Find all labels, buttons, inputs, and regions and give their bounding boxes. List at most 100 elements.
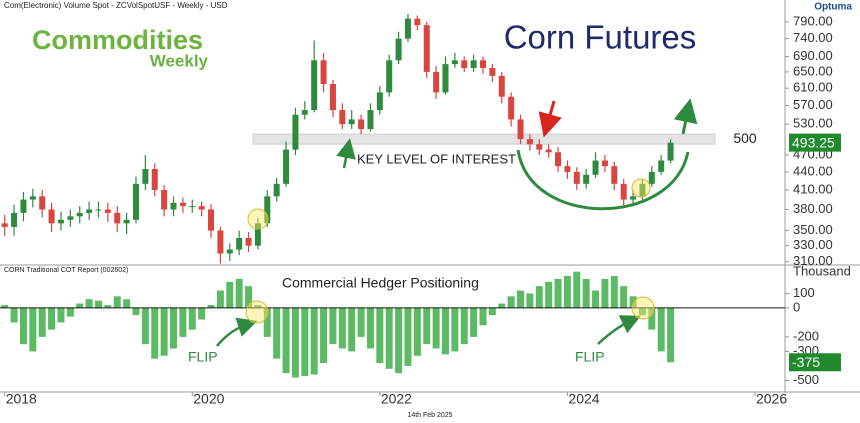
bar <box>404 307 412 366</box>
bar <box>338 307 346 349</box>
bar <box>104 305 112 308</box>
arrow <box>336 138 356 169</box>
candle-body <box>123 219 130 224</box>
bar <box>395 307 403 374</box>
candle-body <box>489 67 496 76</box>
last-value-label: 493.25 <box>792 134 835 150</box>
candle-body <box>433 71 440 93</box>
bar <box>385 307 393 369</box>
bar <box>432 307 440 349</box>
bar <box>413 307 421 356</box>
x-tick-label: 2022 <box>381 391 412 407</box>
bar <box>470 307 478 337</box>
y-tick-label: 0 <box>793 299 800 314</box>
bar <box>151 307 159 359</box>
bar <box>573 271 581 308</box>
candle-body <box>1 223 8 227</box>
candle-body <box>451 60 458 65</box>
candle-body <box>11 212 18 227</box>
bar <box>507 296 515 308</box>
y-tick-label: 740.00 <box>793 30 833 45</box>
candle-body <box>208 209 215 231</box>
panel-subtitle: CORN Traditional COT Report (002602) <box>4 267 128 274</box>
candle-body <box>67 216 74 220</box>
bar <box>563 276 571 308</box>
candle-body <box>254 223 261 246</box>
y-tick-label: 530.00 <box>793 116 833 131</box>
y-tick-label: 380.00 <box>793 201 833 216</box>
arrow <box>597 315 642 345</box>
bar <box>629 296 637 308</box>
candle-body <box>189 206 196 208</box>
bar <box>320 307 328 364</box>
candle-body <box>404 18 411 39</box>
bar <box>273 307 281 359</box>
bar <box>460 307 468 345</box>
bar <box>488 307 496 316</box>
highlight <box>247 208 269 230</box>
y-tick-label: 650.00 <box>793 63 833 78</box>
candle-body <box>217 230 224 254</box>
bar <box>141 307 149 345</box>
y-tick-label: 690.00 <box>793 48 833 63</box>
candle-body <box>283 149 290 184</box>
candle-body <box>142 169 149 184</box>
y-tick-label: 330.00 <box>793 237 833 252</box>
candle-body <box>86 209 93 213</box>
candle-body <box>536 144 543 150</box>
bar <box>310 307 318 375</box>
candle-body <box>630 196 637 200</box>
candle-body <box>95 209 102 211</box>
bar <box>535 286 543 308</box>
y-tick-label: 610.00 <box>793 80 833 95</box>
y-tick-label: 310.00 <box>793 253 833 268</box>
bar <box>291 307 299 378</box>
annotation: FLIP <box>575 349 605 365</box>
candle-body <box>620 183 627 200</box>
bar <box>188 307 196 330</box>
candle-body <box>198 206 205 210</box>
logo-sub: Weekly <box>150 51 209 70</box>
bar <box>38 307 46 337</box>
bar <box>545 281 553 308</box>
bar <box>29 307 37 352</box>
candle-body <box>179 202 186 207</box>
candle-body <box>151 169 158 191</box>
candle-body <box>583 174 590 184</box>
candle-body <box>358 119 365 130</box>
candle-body <box>226 249 233 254</box>
bar <box>57 307 65 323</box>
bar <box>207 305 215 308</box>
y-tick-label: 440.00 <box>793 163 833 178</box>
bar <box>348 307 356 352</box>
y-tick-label: 570.00 <box>793 97 833 112</box>
candle-body <box>555 152 562 167</box>
x-tick-label: 2018 <box>6 391 37 407</box>
bar <box>526 293 534 308</box>
bar <box>10 307 18 323</box>
candle-body <box>526 139 533 145</box>
candle-body <box>114 212 121 224</box>
bar <box>610 276 618 308</box>
x-tick-label: 2024 <box>568 391 599 407</box>
key-level-label: 500 <box>733 130 757 146</box>
bar <box>1 305 9 308</box>
candle-body <box>601 160 608 167</box>
candle-body <box>367 110 374 130</box>
key-level-band <box>252 133 716 145</box>
candle-body <box>104 209 111 213</box>
candle-body <box>236 237 243 250</box>
candle-body <box>339 110 346 125</box>
candle-body <box>48 209 55 224</box>
highlight <box>245 300 269 324</box>
x-tick-label: 2026 <box>756 391 787 407</box>
arrow <box>538 100 562 138</box>
bar <box>620 286 628 308</box>
arrow <box>216 317 258 347</box>
bar <box>198 307 206 320</box>
bar <box>376 307 384 364</box>
bar <box>216 290 224 308</box>
panel-title: Commercial Hedger Positioning <box>282 275 479 291</box>
highlight <box>631 178 651 198</box>
